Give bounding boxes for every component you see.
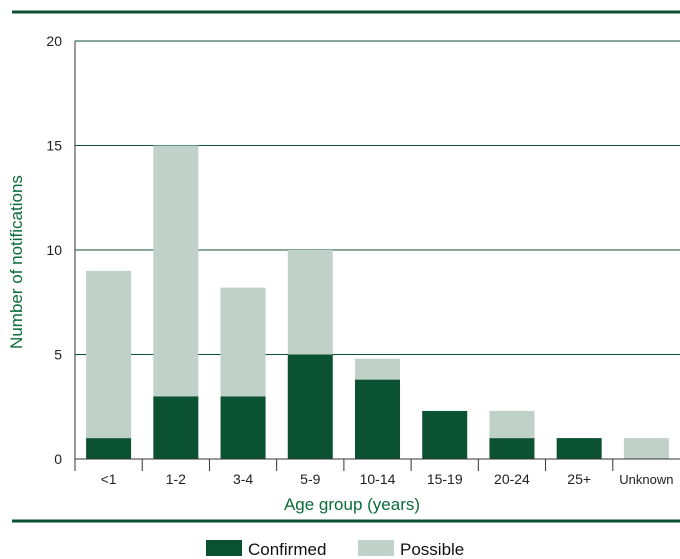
x-axis-title: Age group (years): [284, 495, 420, 514]
y-tick-labels: 0 5 10 15 20: [46, 33, 62, 467]
legend: Confirmed Possible: [206, 540, 464, 559]
bar-possible-8: [623, 438, 669, 459]
axes: [74, 41, 680, 471]
bar-confirmed-3: [287, 354, 333, 459]
legend-swatch-possible: [358, 540, 394, 556]
y-tick-label: 15: [46, 138, 62, 154]
y-axis-title: Number of notifications: [7, 175, 26, 349]
x-tick-label: 3-4: [233, 471, 253, 487]
x-tick-label: 5-9: [300, 471, 320, 487]
bar-confirmed-2: [220, 396, 266, 459]
bars: [86, 145, 669, 459]
bar-possible-6: [489, 410, 535, 439]
bar-possible-3: [287, 250, 333, 355]
x-tick-label: <1: [101, 471, 117, 487]
bar-confirmed-5: [422, 410, 468, 459]
bar-confirmed-4: [355, 379, 400, 459]
bar-possible-2: [220, 287, 266, 397]
x-tick-label: Unknown: [619, 472, 673, 487]
bar-possible-4: [355, 358, 400, 380]
bar-confirmed-1: [153, 396, 199, 459]
x-tick-label: 10-14: [360, 471, 396, 487]
bar-confirmed-6: [489, 438, 535, 459]
legend-label-possible: Possible: [400, 540, 464, 559]
y-tick-label: 20: [46, 33, 62, 49]
x-tick-label: 15-19: [427, 471, 463, 487]
legend-label-confirmed: Confirmed: [248, 540, 326, 559]
x-tick-label: 20-24: [494, 471, 530, 487]
y-tick-label: 0: [54, 451, 62, 467]
x-tick-label: 1-2: [166, 471, 186, 487]
legend-swatch-confirmed: [206, 540, 242, 556]
x-tick-label: 25+: [567, 471, 591, 487]
y-tick-label: 5: [54, 347, 62, 363]
bar-confirmed-0: [86, 438, 132, 459]
bar-confirmed-7: [556, 438, 602, 459]
x-tick-labels: <1 1-2 3-4 5-9 10-14 15-19 20-24 25+ Unknown: [101, 471, 674, 487]
y-tick-label: 10: [46, 242, 62, 258]
bar-possible-1: [153, 145, 199, 397]
bar-possible-0: [86, 270, 132, 439]
